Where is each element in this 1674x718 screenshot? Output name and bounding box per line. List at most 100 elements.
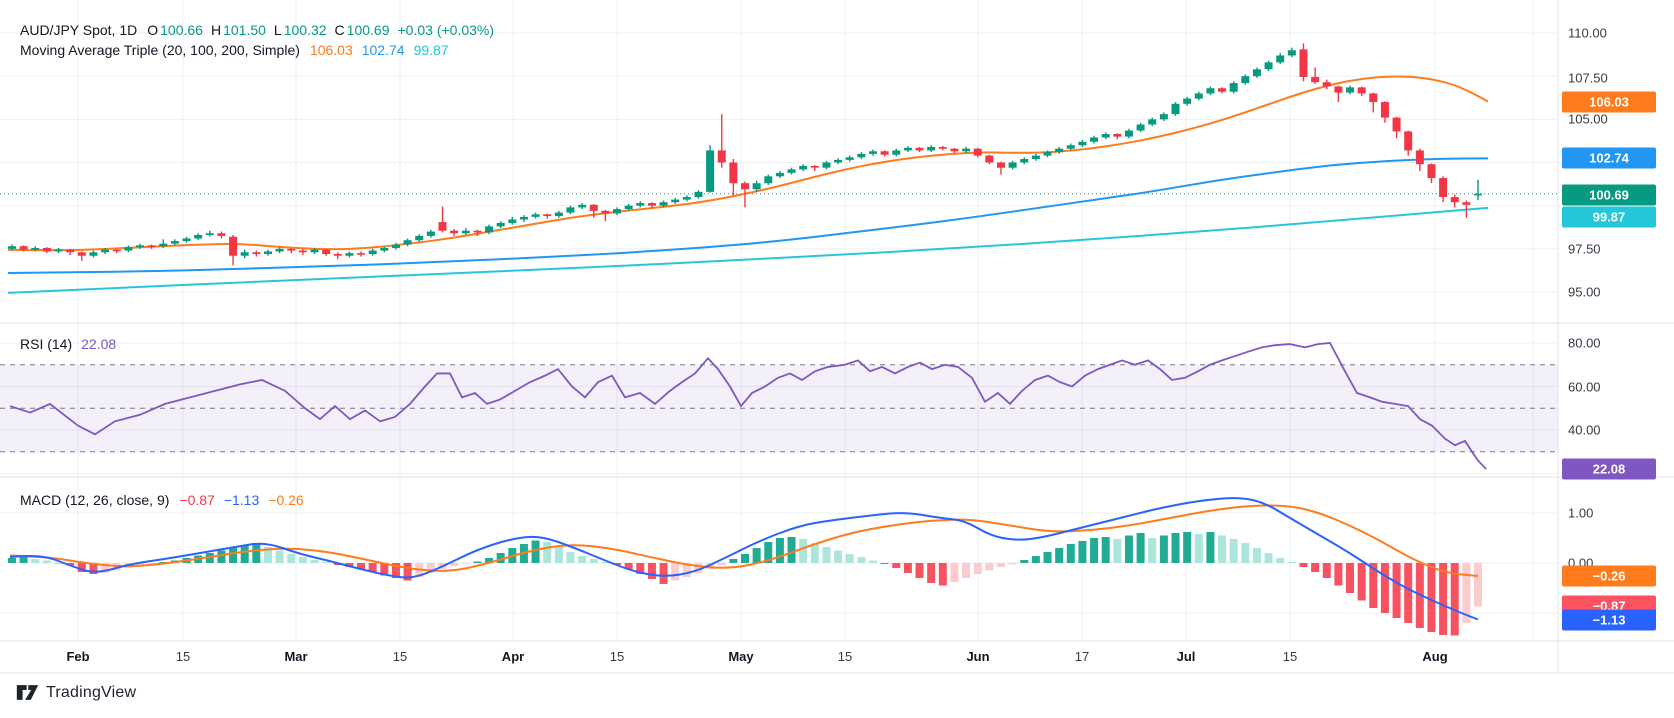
candle — [1287, 47, 1296, 58]
macd-bar — [19, 557, 28, 563]
time-label: Jul — [1176, 649, 1196, 664]
macd-bar — [54, 563, 63, 564]
macd-bar — [1148, 538, 1157, 563]
candle — [1148, 117, 1157, 127]
macd-bar — [775, 538, 784, 563]
macd-bar — [1357, 563, 1366, 601]
candle-body — [671, 199, 680, 203]
candle-body — [752, 183, 761, 190]
symbol-legend-row[interactable]: AUD/JPY Spot, 1D O 100.66 H 101.50 L 100.32 C 10… — [20, 22, 494, 38]
candle-body — [298, 250, 307, 253]
rsi-line — [9, 342, 1487, 470]
candle-body — [124, 247, 133, 251]
candle-body — [857, 153, 866, 158]
time-label: Jun — [966, 649, 990, 664]
macd-bar — [345, 563, 354, 567]
candle — [1020, 157, 1029, 165]
candle — [1357, 86, 1366, 97]
legend-line1-part: O — [147, 22, 159, 38]
candle-body — [578, 204, 587, 208]
macd-legend-row[interactable]: MACD (12, 26, close, 9) −0.87 −1.13 −0.26 — [20, 492, 304, 508]
macd-bar — [636, 563, 645, 574]
candle-body — [985, 155, 994, 163]
macd-bar — [717, 563, 726, 566]
rsi-tick-label: 40.00 — [1568, 422, 1601, 438]
candle-body — [1369, 93, 1378, 103]
macd-bar — [950, 563, 959, 582]
price-scale[interactable]: 110.00 107.50 105.00 97.50 95.00 80.00 60.00 40… — [1558, 0, 1674, 673]
candle-body — [1450, 197, 1459, 203]
tradingview-logo[interactable]: TradingView — [16, 682, 136, 703]
macd-bar — [159, 562, 168, 563]
macd-bar — [1124, 535, 1133, 563]
macd-bar — [485, 558, 494, 563]
candle — [310, 247, 319, 255]
macd-bar — [1380, 563, 1389, 613]
rsi-legend-row[interactable]: RSI (14) 22.08 — [20, 336, 116, 352]
candle-body — [810, 165, 819, 168]
candle — [1043, 150, 1052, 158]
macd-bar — [1183, 532, 1192, 563]
candle-body — [135, 245, 144, 248]
tradingview-icon — [16, 685, 39, 700]
candle — [787, 167, 796, 175]
candle — [1055, 146, 1064, 154]
ma-legend-row[interactable]: Moving Average Triple (20, 100, 200, Sim… — [20, 42, 449, 58]
macd-bar — [77, 563, 86, 572]
macd-bar — [1113, 539, 1122, 563]
candle-body — [438, 222, 447, 231]
macd-bar — [1299, 563, 1308, 567]
legend-line1-part: AUD/JPY Spot, 1D — [20, 22, 138, 38]
candle — [1241, 74, 1250, 85]
candle-body — [368, 250, 377, 255]
candle-body — [310, 249, 319, 253]
candle — [89, 250, 98, 258]
legend-line2-part: 106.03 — [309, 42, 353, 58]
candle-body — [729, 162, 738, 184]
macd-bar — [263, 547, 272, 563]
time-scale[interactable]: Feb 15 Mar 15 Apr 15 May 15 Jun 17 Jul 15 Aug — [0, 641, 1674, 673]
candle — [194, 233, 203, 241]
candle — [799, 164, 808, 172]
macd-bar — [205, 553, 214, 563]
macd-bar — [8, 558, 16, 563]
macd-bar — [287, 554, 296, 563]
macd-bar — [89, 563, 98, 574]
price-tick-label: 107.50 — [1568, 70, 1608, 86]
candle — [1078, 140, 1087, 147]
candle-body — [1276, 55, 1285, 63]
legend-line1-part: 101.50 — [223, 22, 266, 38]
macd-bar — [450, 563, 459, 566]
candle-body — [973, 148, 982, 156]
candle — [1462, 200, 1471, 218]
candle — [112, 248, 121, 254]
rsi-value-badge: 22.08 — [1562, 458, 1656, 480]
candle-body — [159, 243, 168, 247]
candle — [1311, 67, 1320, 84]
candle — [531, 212, 540, 219]
candle-body — [996, 162, 1005, 168]
candle — [1299, 43, 1308, 82]
candle — [671, 197, 680, 204]
candle — [42, 247, 51, 254]
candle — [205, 230, 214, 237]
candle — [624, 203, 633, 211]
macd-tick-label: 1.00 — [1568, 505, 1594, 521]
candle-body — [112, 249, 121, 252]
candle-body — [938, 146, 947, 149]
macd-bar — [1346, 563, 1355, 593]
candle-body — [485, 226, 494, 233]
candle-body — [636, 203, 645, 206]
macd-bar — [1252, 548, 1261, 563]
candle-body — [263, 251, 272, 255]
candle-body — [89, 252, 98, 256]
macd-bar — [566, 552, 575, 563]
rsi-label: RSI (14) — [20, 336, 73, 352]
candle — [973, 147, 982, 158]
candle-body — [554, 212, 563, 217]
macd-bar — [461, 563, 470, 564]
candle-body — [1113, 134, 1122, 137]
macd-bar — [66, 563, 75, 566]
candle — [1334, 85, 1343, 103]
